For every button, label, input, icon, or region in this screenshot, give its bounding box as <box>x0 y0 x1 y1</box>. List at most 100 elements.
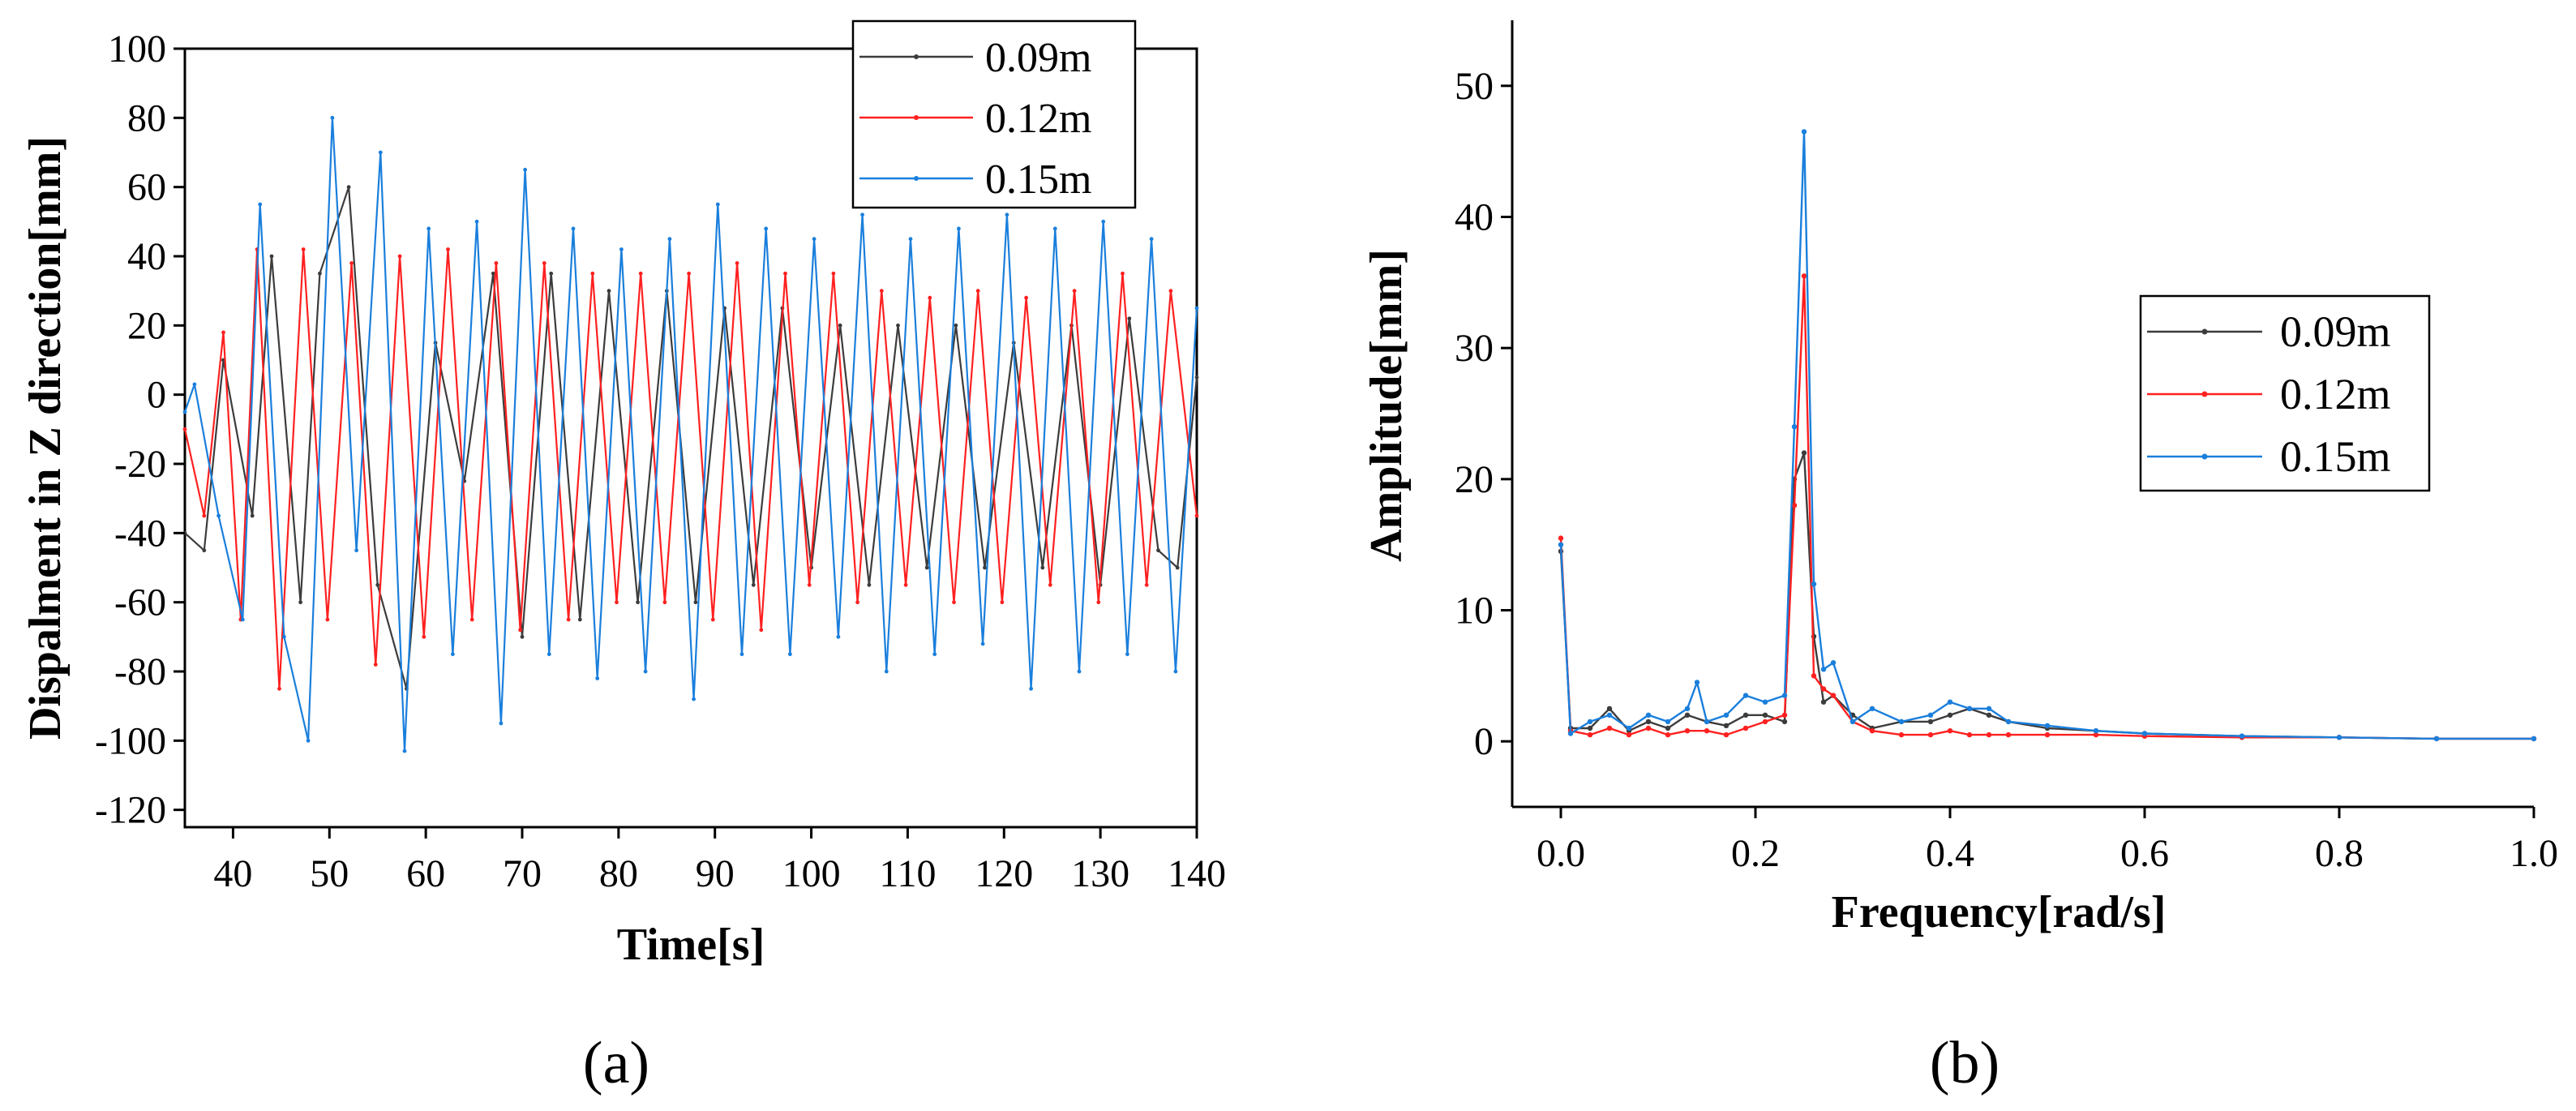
data-point <box>1947 699 1953 705</box>
data-point <box>1820 667 1827 672</box>
data-point <box>451 652 455 657</box>
data-point <box>1606 725 1613 731</box>
data-point <box>1194 306 1199 311</box>
panel-a-series-group <box>182 115 1199 753</box>
panel-b-y-axis-label: Amplitude[mm] <box>1361 249 1412 562</box>
x-tick-label: 60 <box>406 852 445 895</box>
data-point <box>783 271 787 276</box>
data-point <box>1587 725 1593 731</box>
data-point <box>1005 212 1009 217</box>
data-point <box>980 641 985 646</box>
data-point <box>1121 271 1125 276</box>
data-point <box>542 261 546 265</box>
data-point <box>491 271 495 276</box>
data-point <box>855 600 859 605</box>
data-point <box>1665 725 1671 731</box>
data-point <box>1947 728 1953 734</box>
data-point <box>523 167 527 172</box>
data-point <box>1125 652 1129 657</box>
legend-item: 0.15m <box>859 157 1091 203</box>
data-point <box>1742 725 1749 731</box>
data-point <box>1723 723 1729 728</box>
data-point <box>1791 424 1798 430</box>
data-point <box>1168 289 1173 294</box>
panel-a-legend-box <box>851 19 1137 209</box>
y-tick-label: 80 <box>127 97 166 139</box>
data-point <box>1986 706 1992 711</box>
panel-b-legend: 0.09m 0.12m 0.15m <box>2139 294 2431 492</box>
data-point <box>954 323 958 328</box>
data-point <box>667 237 672 242</box>
data-point <box>1072 289 1077 294</box>
legend-label-012: 0.12m <box>2280 370 2391 418</box>
data-point <box>2531 736 2537 742</box>
y-tick-label: 10 <box>1455 590 1494 633</box>
data-point <box>2141 731 2148 736</box>
x-tick-label: 40 <box>213 852 252 895</box>
legend-label-012: 0.12m <box>985 96 1091 142</box>
data-point <box>1723 712 1729 718</box>
data-point <box>759 628 764 633</box>
data-point <box>595 676 600 680</box>
data-point <box>1156 548 1160 553</box>
legend-marker-012 <box>914 115 919 120</box>
data-point <box>2336 735 2342 740</box>
data-point <box>1000 600 1005 605</box>
x-tick-label: 0.4 <box>1926 832 1974 875</box>
data-point <box>571 226 576 231</box>
legend-label-015: 0.15m <box>985 157 1091 203</box>
panel-b: 0 10 20 30 40 50 0.0 0.2 0.4 0.6 0.8 1.0 Frequency… <box>1361 20 2558 1096</box>
data-point <box>1781 719 1788 725</box>
data-point <box>1801 129 1807 135</box>
panel-a-legend: 0.09m 0.12m 0.15m <box>851 19 1137 209</box>
x-tick-label: 110 <box>879 852 936 895</box>
data-point <box>1029 686 1033 691</box>
data-point <box>1149 237 1154 242</box>
legend-item: 0.09m <box>859 35 1091 81</box>
data-point <box>1606 712 1613 718</box>
data-point <box>422 634 426 639</box>
data-point <box>1127 316 1132 321</box>
data-point <box>1194 513 1199 518</box>
data-point <box>2044 731 2051 738</box>
data-point <box>739 652 744 657</box>
x-tick-label: 0.8 <box>2315 832 2364 875</box>
data-point <box>928 295 932 300</box>
data-point <box>831 271 836 276</box>
legend-marker-009 <box>914 54 919 59</box>
x-tick-label: 90 <box>696 852 735 895</box>
data-point <box>812 237 817 242</box>
data-point <box>879 289 884 294</box>
data-point <box>469 617 474 622</box>
data-point <box>520 634 525 639</box>
data-point <box>282 634 286 639</box>
y-tick-label: 40 <box>127 235 166 278</box>
data-point <box>884 669 889 674</box>
data-point <box>1986 712 1992 718</box>
x-tick-label: 140 <box>1168 852 1226 895</box>
data-point <box>378 150 383 155</box>
data-point <box>216 513 221 518</box>
y-tick-label: 100 <box>108 28 166 71</box>
data-point <box>903 582 908 587</box>
x-tick-label: 100 <box>782 852 841 895</box>
data-point <box>577 617 582 622</box>
data-point <box>1077 669 1082 674</box>
data-point <box>346 185 351 190</box>
data-point <box>1645 719 1652 725</box>
data-point <box>426 226 431 231</box>
series-line-0.15m <box>183 117 1198 753</box>
y-tick-label: -60 <box>114 581 166 624</box>
data-point <box>325 617 330 622</box>
data-point <box>318 271 322 276</box>
panel-b-x-axis-label: Frequency[rad/s] <box>1832 887 2167 937</box>
data-point <box>1811 581 1817 587</box>
data-point <box>549 271 554 276</box>
data-point <box>838 323 842 328</box>
data-point <box>1665 719 1671 725</box>
panel-b-label: (b) <box>1930 1030 2000 1096</box>
series-line-0.12m <box>183 248 1198 690</box>
data-point <box>258 202 263 207</box>
data-point <box>1966 731 1973 738</box>
